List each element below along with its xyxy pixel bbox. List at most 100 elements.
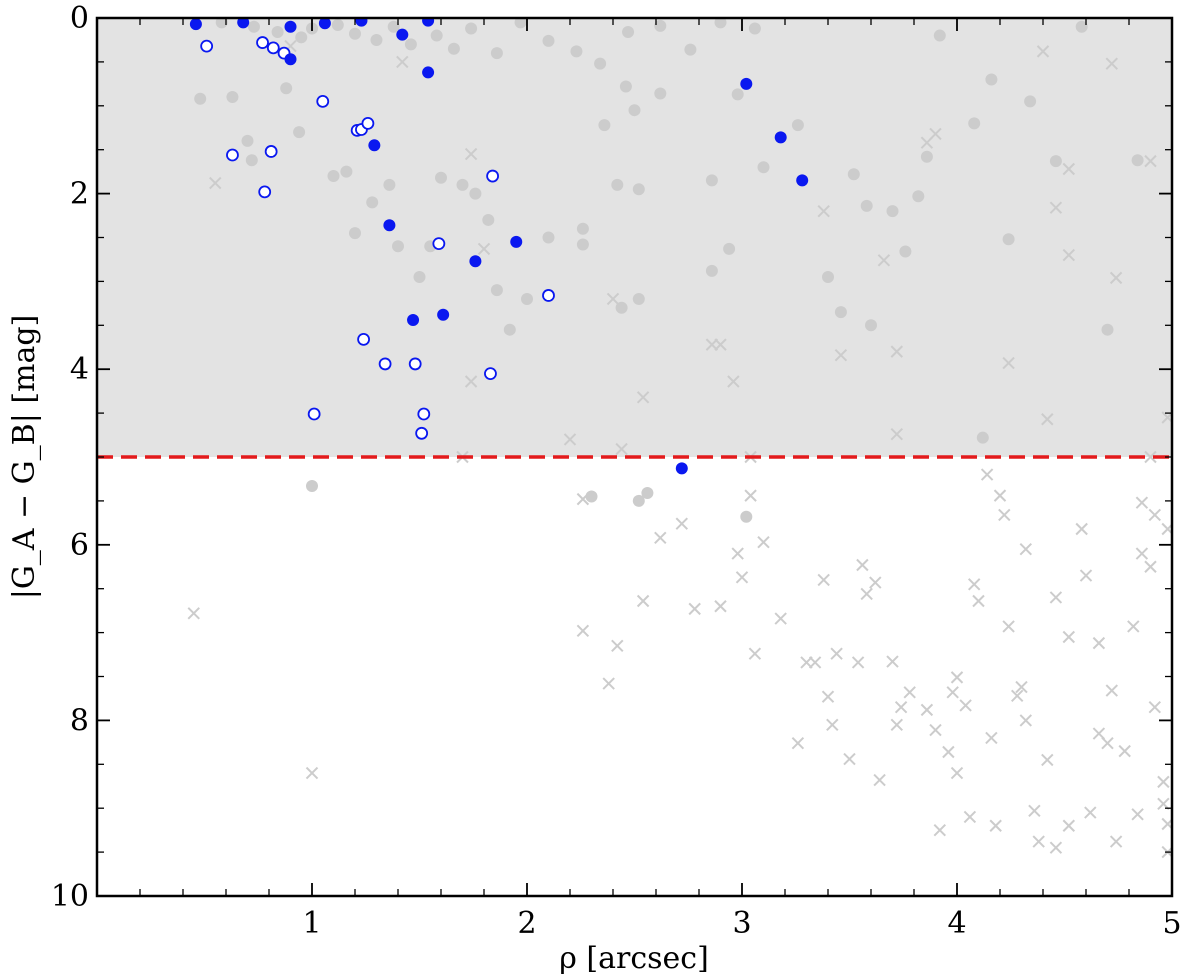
gray-filled-point (435, 171, 447, 184)
gray-filled-point (271, 26, 284, 39)
gray-cross-point (834, 348, 848, 362)
gray-filled-point (705, 174, 718, 187)
gray-filled-point (731, 88, 744, 101)
gray-cross-point (989, 819, 1002, 832)
gray-cross-point (890, 345, 904, 358)
gray-cross-point (1062, 630, 1076, 644)
gray-filled-point (349, 27, 361, 40)
gray-filled-point (514, 18, 527, 29)
gray-cross-point (1002, 620, 1015, 633)
gray-cross-point (985, 731, 998, 745)
gray-filled-point (1049, 155, 1062, 168)
gray-cross-point (1135, 496, 1149, 509)
gray-filled-point (306, 479, 318, 492)
gray-cross-point (1019, 542, 1033, 556)
blue-open-point (415, 426, 429, 440)
gray-cross-point (396, 55, 409, 69)
y-axis-label: |G_A − G_B| [mag] (7, 315, 42, 600)
gray-cross-point (464, 375, 478, 388)
gray-cross-point (606, 292, 620, 306)
blue-filled-point (675, 462, 688, 475)
gray-cross-point (1028, 804, 1041, 818)
gray-filled-point (1002, 233, 1015, 246)
blue-filled-point (407, 314, 420, 327)
gray-cross-point (1109, 271, 1123, 285)
blue-open-point (408, 357, 422, 371)
gray-filled-point (383, 178, 396, 191)
gray-cross-point (998, 508, 1011, 522)
gray-filled-point (834, 306, 847, 319)
gray-filled-point (482, 213, 495, 226)
blue-open-point (361, 116, 375, 130)
gray-cross-point (1062, 819, 1076, 832)
gray-cross-point (654, 531, 667, 544)
gray-filled-point (194, 92, 207, 105)
gray-cross-point (305, 766, 319, 780)
gray-filled-point (705, 264, 718, 277)
gray-filled-point (247, 20, 260, 33)
y-tick-label: 2 (70, 177, 89, 212)
gray-filled-point (598, 119, 611, 132)
gray-cross-point (890, 718, 904, 731)
gray-cross-point (576, 624, 590, 638)
blue-filled-point (368, 139, 381, 152)
gray-cross-point (209, 176, 222, 190)
gray-cross-point (1062, 248, 1076, 262)
gray-cross-point (1079, 569, 1093, 582)
gray-filled-point (632, 183, 645, 196)
gray-filled-point (1101, 323, 1114, 336)
gray-cross-point (1109, 835, 1123, 848)
gray-cross-point (886, 655, 899, 668)
blue-open-point (378, 357, 392, 371)
axis-ticks: 1 2 3 4 5 0 2 4 6 8 10 (51, 1, 1182, 941)
gray-filled-point (976, 431, 989, 444)
x-tick-label: 5 (1162, 906, 1181, 941)
gray-cross-point (1032, 835, 1045, 848)
gray-cross-point (821, 690, 835, 703)
gray-filled-point (490, 284, 503, 297)
gray-filled-point (641, 486, 654, 499)
gray-cross-point (602, 677, 615, 690)
gray-cross-point (1135, 547, 1149, 560)
gray-cross-point (873, 773, 886, 787)
gray-cross-point (1157, 775, 1170, 789)
gray-filled-point (413, 271, 426, 284)
gray-filled-point (349, 227, 361, 240)
blue-open-point (316, 95, 330, 108)
gray-cross-point (890, 427, 904, 441)
x-tick-label: 1 (302, 906, 321, 941)
blue-open-point (357, 332, 371, 346)
gray-filled-point (632, 292, 645, 305)
gray-filled-point (933, 29, 946, 42)
blue-filled-point (189, 18, 202, 31)
blue-open-point (486, 169, 500, 183)
gray-filled-point (723, 242, 736, 255)
gray-filled-point (280, 82, 293, 95)
gray-cross-point (1157, 797, 1170, 811)
gray-filled-point (340, 165, 353, 178)
data-points (187, 18, 1172, 859)
gray-cross-point (933, 823, 947, 837)
gray-cross-point (1144, 154, 1157, 168)
gray-cross-point (963, 810, 977, 824)
gray-cross-point (1144, 560, 1157, 573)
x-tick-label: 2 (517, 906, 536, 941)
gray-filled-point (757, 161, 770, 174)
gray-cross-point (1148, 508, 1162, 522)
gray-cross-point (636, 391, 650, 404)
gray-filled-point (226, 91, 239, 104)
gray-cross-point (808, 656, 822, 669)
shaded-region (97, 18, 1172, 457)
gray-filled-point (740, 510, 753, 523)
gray-filled-point (469, 187, 482, 200)
gray-cross-point (611, 639, 624, 652)
gray-cross-point (1049, 841, 1063, 854)
gray-cross-point (731, 547, 744, 560)
gray-filled-point (622, 26, 635, 39)
gray-filled-point (542, 231, 555, 244)
gray-filled-point (594, 57, 607, 70)
gray-cross-point (851, 656, 865, 669)
gray-cross-point (1105, 57, 1119, 70)
gray-cross-point (1062, 162, 1076, 176)
gray-cross-point (1144, 450, 1157, 464)
